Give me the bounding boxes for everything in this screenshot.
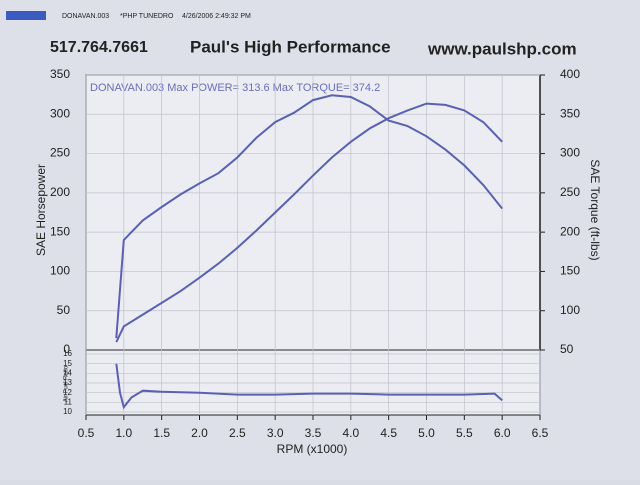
series-line bbox=[115, 94, 503, 339]
x-tick-label: 6.5 bbox=[532, 426, 549, 440]
x-tick-label: 1.5 bbox=[153, 426, 170, 440]
phone: 517.764.7661 bbox=[50, 39, 148, 56]
y-tick-label: 150 bbox=[50, 224, 70, 238]
timestamp: 4/26/2006 2:49:32 PM bbox=[182, 13, 251, 20]
company: Paul's High Performance bbox=[190, 37, 391, 56]
x-tick-label: 3.5 bbox=[305, 426, 322, 440]
x-tick-label: 4.0 bbox=[342, 426, 359, 440]
x-tick-label: 2.5 bbox=[229, 426, 246, 440]
y2-tick-label: 200 bbox=[560, 224, 580, 238]
x-tick-label: 5.5 bbox=[456, 426, 473, 440]
y-tick-label: 0 bbox=[63, 342, 70, 356]
annotation: DONAVAN.003 Max POWER= 313.6 Max TORQUE=… bbox=[90, 82, 380, 94]
y-tick-label: 200 bbox=[50, 185, 70, 199]
y-tick-label: 300 bbox=[50, 106, 70, 120]
afr-tick-label: 15 bbox=[63, 359, 72, 368]
x-tick-label: 6.0 bbox=[494, 426, 511, 440]
afr-axis-title: Air Fuel Ratio bbox=[64, 365, 70, 402]
program: *PHP TUNEDRO bbox=[120, 13, 174, 20]
y2-tick-label: 300 bbox=[560, 146, 580, 160]
afr-tick-label: 12 bbox=[63, 388, 72, 397]
logo-bar bbox=[6, 11, 46, 20]
x-tick-label: 2.0 bbox=[191, 426, 208, 440]
y-tick-label: 350 bbox=[50, 67, 70, 81]
x-tick-label: 0.5 bbox=[78, 426, 95, 440]
afr-tick-label: 16 bbox=[63, 349, 72, 358]
y2-tick-label: 400 bbox=[560, 67, 580, 81]
grid bbox=[85, 74, 541, 415]
afr-tick-label: 13 bbox=[63, 378, 72, 387]
y2-tick-label: 50 bbox=[560, 342, 574, 356]
y2-tick-label: 350 bbox=[560, 106, 580, 120]
series-line bbox=[115, 363, 503, 410]
y-tick-label: 50 bbox=[57, 303, 71, 317]
x-tick-label: 1.0 bbox=[115, 426, 132, 440]
y2-tick-label: 150 bbox=[560, 264, 580, 278]
y-axis-title: SAE Horsepower bbox=[34, 164, 48, 256]
x-axis-title: RPM (x1000) bbox=[277, 442, 348, 456]
y2-tick-label: 100 bbox=[560, 303, 580, 317]
website: www.paulshp.com bbox=[427, 39, 577, 58]
x-tick-label: 4.5 bbox=[380, 426, 397, 440]
file-name: DONAVAN.003 bbox=[62, 13, 109, 20]
series-line bbox=[115, 102, 503, 343]
y2-axis-title: SAE Torque (ft-lbs) bbox=[588, 159, 602, 260]
y-tick-label: 100 bbox=[50, 264, 70, 278]
y2-tick-label: 250 bbox=[560, 185, 580, 199]
afr-tick-label: 14 bbox=[63, 368, 72, 377]
x-tick-label: 3.0 bbox=[267, 426, 284, 440]
x-tick-label: 5.0 bbox=[418, 426, 435, 440]
afr-tick-label: 11 bbox=[64, 397, 73, 406]
y-tick-label: 250 bbox=[50, 146, 70, 160]
afr-tick-label: 10 bbox=[63, 407, 72, 416]
